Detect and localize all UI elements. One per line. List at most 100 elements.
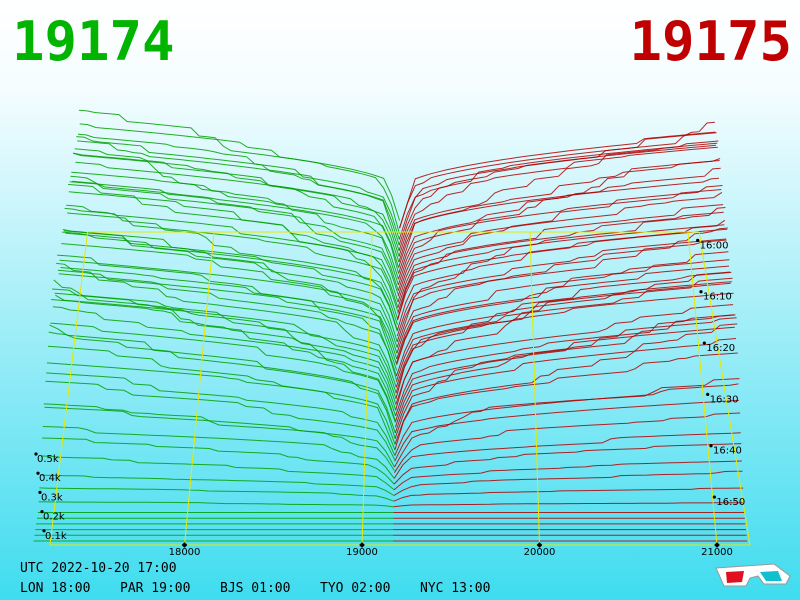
time-tick-label: 16:00 <box>700 240 729 251</box>
ask-depth-line <box>396 228 728 348</box>
ask-depth-line <box>397 185 723 303</box>
bid-depth-line <box>47 345 396 445</box>
ask-depth-line <box>395 282 731 382</box>
city-clock: NYC 13:00 <box>420 581 490 596</box>
bid-depth-line <box>39 487 394 502</box>
3d-glasses-icon <box>715 563 791 587</box>
time-tick-mark <box>712 495 716 499</box>
price-tick-label: 20000 <box>524 547 556 558</box>
ask-depth-line <box>396 238 727 337</box>
ask-depth-line <box>393 412 741 473</box>
bid-depth-line <box>38 501 394 508</box>
left-edge <box>49 231 89 546</box>
ask-depth-line <box>395 271 732 388</box>
ask-depth-line <box>398 132 717 246</box>
price-tick-mark <box>536 542 543 548</box>
bid-depth-line <box>41 455 395 491</box>
red-lens <box>726 571 744 583</box>
ask-depth-line <box>398 160 720 274</box>
depth-tick-label: 0.4k <box>39 473 61 484</box>
bid-depth-line <box>45 380 396 461</box>
bid-depth-line <box>51 299 396 422</box>
bid-depth-line <box>78 109 400 234</box>
price-grid-line <box>529 231 540 546</box>
ask-depth-line <box>395 326 735 422</box>
bid-depth-line <box>77 133 400 240</box>
bid-depth-line <box>49 324 396 434</box>
time-tick-mark <box>706 392 710 396</box>
ask-depth-line <box>395 281 732 394</box>
best-ask: 19175 <box>629 10 792 73</box>
bid-depth-line <box>46 362 396 451</box>
bid-depth-line <box>62 231 398 348</box>
bid-depth-line <box>69 181 399 295</box>
ask-depth-line <box>395 277 733 399</box>
bid-depth-line <box>60 267 398 360</box>
ask-depth-line <box>394 338 737 434</box>
utc-time: UTC 2022-10-20 17:00 <box>20 561 177 576</box>
ask-depth-line <box>396 207 726 331</box>
ask-depth-line <box>393 432 741 479</box>
price-tick-label: 18000 <box>169 547 201 558</box>
bid-depth-line <box>62 229 398 342</box>
time-tick-label: 16:30 <box>710 394 739 405</box>
bid-depth-line <box>58 273 398 371</box>
price-tick-label: 21000 <box>701 547 733 558</box>
price-tick-mark <box>359 542 365 548</box>
ask-depth-line <box>397 191 723 297</box>
ask-depth-line <box>396 265 730 365</box>
bid-depth-line <box>43 403 395 471</box>
clocks: LON 18:00 PAR 19:00 BJS 01:00 TYO 02:00 NYC … <box>20 581 490 596</box>
ask-depth-line <box>394 378 740 468</box>
depth-tick-label: 0.1k <box>45 531 67 542</box>
bid-depth-line <box>41 437 395 485</box>
bid-depth-line <box>57 269 397 377</box>
depth-tick-label: 0.5k <box>37 454 59 465</box>
bid-depth-line <box>40 474 395 496</box>
bid-depth-line <box>48 331 396 439</box>
ask-depth-line <box>394 323 738 445</box>
depth-surface <box>33 109 748 542</box>
depth-tick-label: 0.3k <box>41 492 63 503</box>
depth-tick-label: 0.2k <box>43 512 65 523</box>
right-edge <box>698 231 751 546</box>
bid-depth-line <box>46 372 396 456</box>
bid-depth-line <box>53 279 397 405</box>
depth-tick-mark <box>42 529 46 533</box>
ask-depth-line <box>394 314 736 428</box>
ask-depth-line <box>396 259 730 364</box>
ask-depth-line <box>399 121 715 229</box>
bid-depth-line <box>42 426 395 479</box>
bid-depth-line <box>67 183 399 308</box>
price-grid-line <box>687 231 718 546</box>
ask-depth-line <box>394 352 738 451</box>
time-tick-mark <box>699 290 703 294</box>
city-clock: TYO 02:00 <box>320 581 390 596</box>
bid-depth-line <box>52 306 397 411</box>
price-grid-line <box>184 231 215 546</box>
depth-tick-mark <box>40 510 44 514</box>
time-tick-label: 16:50 <box>716 497 745 508</box>
bid-depth-line <box>57 254 397 380</box>
bid-depth-line <box>52 288 397 416</box>
price-grid-line <box>361 231 373 546</box>
price-tick-label: 19000 <box>346 547 378 558</box>
time-tick-mark <box>696 238 700 242</box>
bid-depth-line <box>67 212 399 312</box>
ask-depth-line <box>393 470 743 496</box>
time-tick-label: 16:20 <box>706 343 735 354</box>
ask-depth-line <box>398 146 718 257</box>
ask-depth-line <box>395 304 734 405</box>
time-tick-mark <box>702 341 706 345</box>
bid-depth-line <box>75 161 400 257</box>
bid-depth-line <box>79 123 401 221</box>
bid-depth-line <box>50 322 396 423</box>
city-clock: LON 18:00 <box>20 581 90 596</box>
ask-depth-line <box>394 399 739 462</box>
bid-depth-line <box>66 204 399 320</box>
city-clock: BJS 01:00 <box>220 581 290 596</box>
ask-depth-line <box>397 224 725 320</box>
bid-depth-line <box>70 175 399 291</box>
ask-depth-line <box>398 140 719 263</box>
